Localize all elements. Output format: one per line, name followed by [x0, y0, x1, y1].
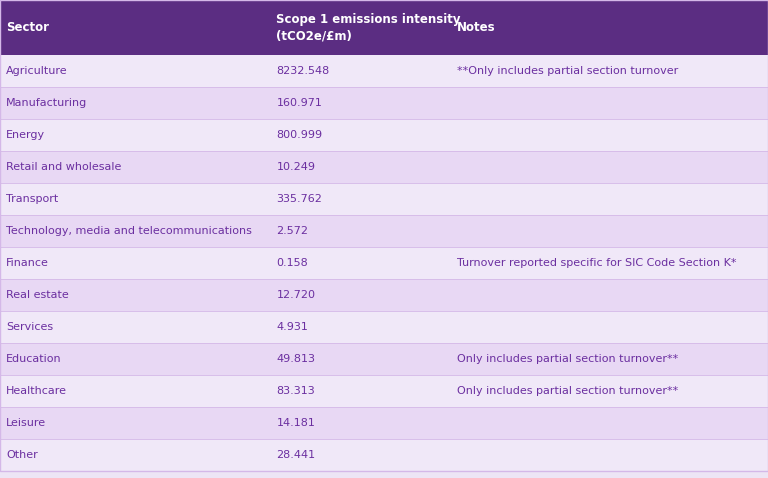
Text: 28.441: 28.441 [276, 450, 316, 460]
Text: Agriculture: Agriculture [6, 66, 68, 76]
Text: 800.999: 800.999 [276, 130, 323, 140]
Text: 0.158: 0.158 [276, 258, 308, 268]
Bar [0, 375, 768, 407]
Text: 83.313: 83.313 [276, 386, 315, 396]
Text: Finance: Finance [6, 258, 49, 268]
Text: Energy: Energy [6, 130, 45, 140]
Bar [0, 151, 768, 183]
Text: Services: Services [6, 322, 53, 332]
Text: Healthcare: Healthcare [6, 386, 67, 396]
Text: 4.931: 4.931 [276, 322, 309, 332]
Text: Real estate: Real estate [6, 290, 69, 300]
Text: 10.249: 10.249 [276, 162, 316, 172]
Bar [0, 0, 768, 55]
Text: Technology, media and telecommunications: Technology, media and telecommunications [6, 226, 252, 236]
Text: 14.181: 14.181 [276, 418, 316, 428]
Text: Sector: Sector [6, 21, 49, 34]
Bar [0, 55, 768, 87]
Text: Notes: Notes [457, 21, 495, 34]
Bar [0, 183, 768, 215]
Text: Retail and wholesale: Retail and wholesale [6, 162, 121, 172]
Bar [0, 343, 768, 375]
Text: Manufacturing: Manufacturing [6, 98, 88, 108]
Text: Only includes partial section turnover**: Only includes partial section turnover** [457, 386, 678, 396]
Text: Education: Education [6, 354, 61, 364]
Text: Other: Other [6, 450, 38, 460]
Bar [0, 439, 768, 471]
Text: Turnover reported specific for SIC Code Section K*: Turnover reported specific for SIC Code … [457, 258, 737, 268]
Bar [0, 311, 768, 343]
Bar [0, 407, 768, 439]
Bar [0, 247, 768, 279]
Text: 160.971: 160.971 [276, 98, 323, 108]
Bar [0, 119, 768, 151]
Text: Leisure: Leisure [6, 418, 46, 428]
Text: 49.813: 49.813 [276, 354, 316, 364]
Text: **Only includes partial section turnover: **Only includes partial section turnover [457, 66, 678, 76]
Text: 12.720: 12.720 [276, 290, 316, 300]
Bar [0, 279, 768, 311]
Text: 2.572: 2.572 [276, 226, 309, 236]
Text: 335.762: 335.762 [276, 194, 323, 204]
Text: Scope 1 emissions intensity
(tCO2e/£m): Scope 1 emissions intensity (tCO2e/£m) [276, 13, 461, 42]
Text: Only includes partial section turnover**: Only includes partial section turnover** [457, 354, 678, 364]
Bar [0, 215, 768, 247]
Bar [0, 87, 768, 119]
Text: 8232.548: 8232.548 [276, 66, 329, 76]
Text: Transport: Transport [6, 194, 58, 204]
